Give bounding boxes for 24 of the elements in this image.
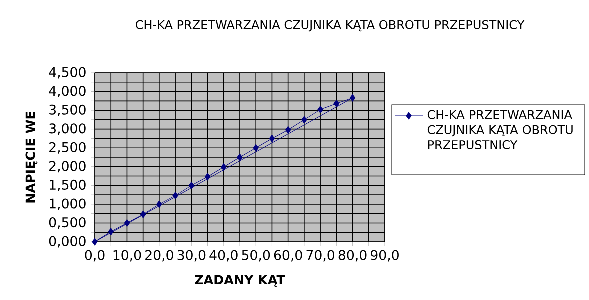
x-tick-label: 40,0: [210, 250, 238, 262]
x-tick-label: 50,0: [242, 250, 270, 262]
x-tick-label: 20,0: [146, 250, 174, 262]
y-tick-label: 0,500: [49, 217, 86, 229]
legend-label: CH-KA PRZETWARZANIA CZUJNIKA KĄTA OBROTU PRZEPUSTNICY: [428, 110, 573, 150]
y-axis-title: NAPIĘCIE WE: [26, 112, 38, 203]
x-tick-label: 10,0: [114, 250, 142, 262]
chart-title: CH-KA PRZETWARZANIA CZUJNIKA KĄTA OBROTU PRZEPUSTNICY: [136, 20, 525, 32]
y-tick-label: 2,000: [50, 161, 86, 173]
x-tick-label: 90,0: [370, 250, 399, 262]
x-tick-label: 30,0: [178, 250, 206, 262]
y-tick-label: 4,000: [49, 86, 86, 98]
y-tick-label: 1,000: [50, 198, 86, 210]
x-tick-label: 80,0: [338, 250, 367, 262]
y-tick-label: 2,500: [50, 142, 86, 154]
y-tick-label: 0,000: [49, 236, 86, 248]
y-tick-label: 3,500: [50, 104, 86, 116]
x-tick-label: 0,0: [85, 250, 105, 262]
y-tick-label: 1,500: [50, 180, 86, 192]
y-tick-label: 4,500: [49, 67, 86, 79]
y-tick-label: 3,000: [50, 124, 86, 136]
x-axis-title: ZADANY KĄT: [195, 275, 286, 288]
x-tick-label: 60,0: [274, 250, 302, 262]
x-tick-label: 70,0: [306, 250, 335, 262]
